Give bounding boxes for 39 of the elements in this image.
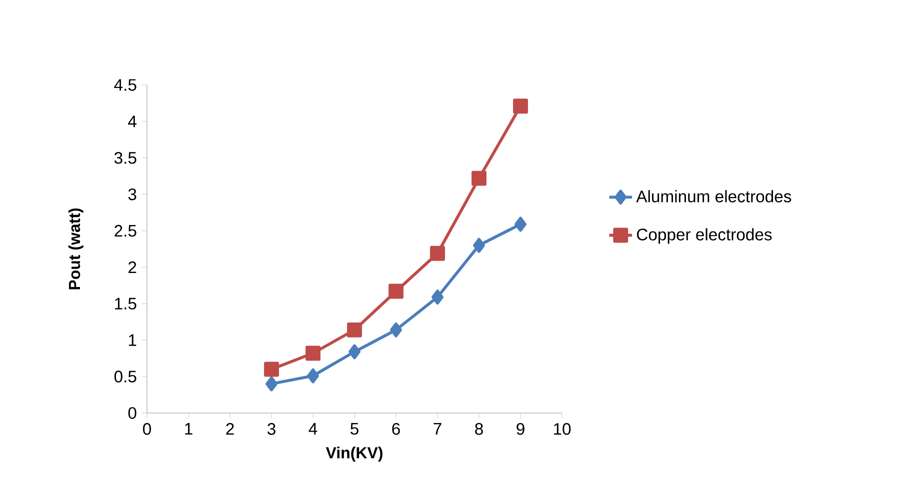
point bbox=[430, 246, 445, 261]
y-tick-label: 3.5 bbox=[114, 152, 136, 164]
y-tick-label: 0 bbox=[128, 407, 136, 419]
y-tick-label: 2 bbox=[128, 261, 136, 274]
y-tick-label: 1 bbox=[128, 334, 136, 346]
point bbox=[390, 322, 402, 338]
y-tick-label: 3 bbox=[128, 188, 136, 200]
x-tick-label: 4 bbox=[308, 423, 318, 435]
point bbox=[514, 216, 526, 232]
point bbox=[432, 290, 444, 305]
x-tick-label: 7 bbox=[434, 423, 442, 435]
point bbox=[473, 238, 485, 253]
point bbox=[472, 170, 486, 186]
x-tick-label: 10 bbox=[554, 423, 571, 435]
y-tick-label: 4 bbox=[128, 116, 136, 128]
y-tick-label: 1.5 bbox=[115, 298, 136, 310]
y-tick-label: 2.5 bbox=[114, 224, 136, 237]
point bbox=[306, 346, 320, 361]
point bbox=[348, 344, 360, 360]
x-tick-label: 2 bbox=[226, 423, 234, 435]
x-tick-label: 8 bbox=[475, 423, 483, 435]
x-axis-title: Vin(KV) bbox=[326, 446, 382, 462]
point bbox=[264, 362, 279, 377]
point bbox=[347, 322, 362, 338]
point bbox=[388, 284, 404, 299]
legend-label: Aluminum electrodes bbox=[636, 190, 792, 202]
x-tick-label: 9 bbox=[516, 423, 524, 435]
point bbox=[513, 98, 528, 114]
point bbox=[307, 368, 319, 384]
point bbox=[266, 376, 278, 392]
x-tick-label: 1 bbox=[185, 423, 192, 435]
x-tick-label: 0 bbox=[143, 423, 151, 435]
x-tick-label: 5 bbox=[350, 423, 358, 435]
y-tick-label: 4.5 bbox=[114, 79, 136, 91]
y-tick-label: 0.5 bbox=[114, 370, 136, 382]
x-tick-label: 3 bbox=[267, 423, 276, 435]
legend-label: Copper electrodes bbox=[636, 228, 772, 244]
x-tick-label: 6 bbox=[392, 423, 400, 435]
y-axis-title: Pout (watt) bbox=[68, 208, 84, 290]
